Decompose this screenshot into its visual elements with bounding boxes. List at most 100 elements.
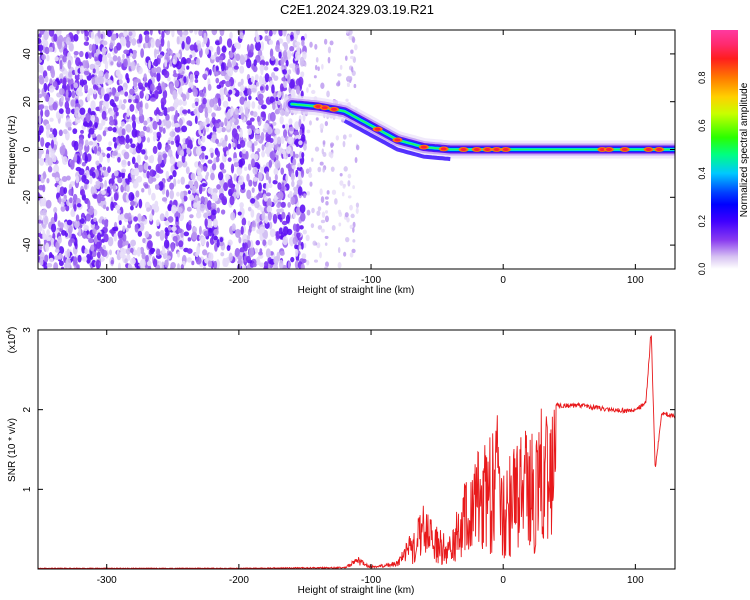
noise-blob bbox=[260, 86, 264, 91]
noise-blob bbox=[298, 245, 302, 250]
noise-blob bbox=[139, 258, 146, 268]
noise-blob bbox=[130, 257, 136, 265]
noise-blob bbox=[265, 84, 269, 91]
noise-blob bbox=[267, 126, 273, 135]
noise-blob bbox=[206, 106, 213, 114]
noise-blob bbox=[95, 180, 101, 186]
noise-blob bbox=[43, 215, 49, 226]
noise-blob bbox=[213, 103, 218, 111]
hot-spot-core bbox=[394, 138, 401, 142]
noise-blob bbox=[53, 144, 58, 151]
noise-blob bbox=[101, 46, 106, 57]
noise-blob bbox=[231, 58, 237, 67]
noise-blob bbox=[221, 139, 227, 148]
noise-blob bbox=[175, 216, 179, 222]
noise-blob bbox=[67, 59, 72, 70]
noise-blob bbox=[290, 172, 295, 182]
noise-blob bbox=[276, 136, 282, 145]
noise-blob bbox=[38, 104, 45, 110]
noise-blob bbox=[84, 183, 88, 190]
sparse-blob bbox=[343, 251, 347, 257]
noise-blob bbox=[92, 194, 98, 199]
sparse-blob bbox=[351, 36, 356, 44]
noise-blob bbox=[93, 89, 97, 95]
noise-blob bbox=[237, 81, 242, 87]
noise-blob bbox=[75, 118, 81, 124]
noise-blob bbox=[202, 249, 208, 256]
noise-blob bbox=[73, 50, 79, 56]
noise-blob bbox=[232, 157, 239, 163]
noise-blob bbox=[277, 191, 284, 200]
noise-blob bbox=[239, 139, 246, 148]
noise-blob bbox=[182, 93, 187, 102]
noise-blob bbox=[127, 160, 131, 167]
noise-blob bbox=[181, 40, 185, 50]
noise-blob bbox=[283, 129, 288, 139]
spectrogram-x-tick-label: -300 bbox=[97, 275, 117, 286]
noise-blob bbox=[45, 199, 52, 209]
noise-blob bbox=[113, 142, 118, 149]
noise-blob bbox=[89, 175, 93, 185]
noise-blob bbox=[147, 187, 152, 196]
noise-blob bbox=[162, 252, 167, 260]
noise-blob bbox=[280, 56, 285, 67]
noise-blob bbox=[247, 128, 252, 135]
noise-blob bbox=[93, 217, 97, 223]
noise-blob bbox=[94, 35, 100, 46]
noise-blob bbox=[237, 211, 242, 216]
spectrogram-x-axis-label: Height of straight line (km) bbox=[298, 285, 415, 296]
noise-blob bbox=[176, 36, 180, 45]
noise-blob bbox=[206, 171, 210, 177]
noise-blob bbox=[249, 117, 255, 122]
sparse-blob bbox=[350, 213, 355, 219]
noise-blob bbox=[68, 229, 72, 239]
noise-blob bbox=[196, 234, 201, 242]
noise-blob bbox=[56, 39, 63, 47]
noise-blob bbox=[101, 219, 106, 225]
noise-blob bbox=[271, 84, 275, 94]
noise-blob bbox=[198, 30, 203, 37]
noise-blob bbox=[91, 171, 96, 179]
noise-blob bbox=[155, 231, 161, 237]
noise-blob bbox=[177, 263, 180, 269]
noise-blob bbox=[44, 109, 50, 118]
noise-blob bbox=[107, 126, 113, 132]
noise-blob bbox=[285, 174, 289, 182]
noise-blob bbox=[264, 149, 269, 154]
noise-blob bbox=[76, 203, 82, 208]
signal-branch bbox=[343, 119, 451, 162]
sparse-blob bbox=[317, 225, 323, 230]
noise-blob bbox=[286, 50, 292, 60]
noise-blob bbox=[144, 82, 148, 88]
noise-blob bbox=[165, 113, 170, 122]
sparse-blob bbox=[319, 188, 323, 196]
noise-blob bbox=[222, 100, 229, 108]
noise-blob bbox=[256, 81, 260, 87]
noise-blob bbox=[54, 248, 60, 253]
noise-blob bbox=[296, 67, 300, 76]
noise-blob bbox=[230, 212, 236, 221]
noise-blob bbox=[259, 64, 265, 72]
noise-blob bbox=[251, 187, 255, 193]
noise-blob bbox=[53, 212, 58, 223]
noise-blob bbox=[63, 187, 68, 194]
noise-blob bbox=[300, 168, 305, 178]
noise-blob bbox=[39, 157, 45, 166]
noise-blob bbox=[135, 144, 142, 154]
noise-blob bbox=[208, 68, 212, 76]
noise-blob bbox=[239, 32, 244, 40]
snr-y-tick-label: 3 bbox=[22, 327, 33, 333]
snr-multiplier: (x104) bbox=[6, 327, 18, 354]
noise-blob bbox=[167, 40, 171, 50]
noise-blob bbox=[84, 30, 89, 37]
noise-blob bbox=[207, 260, 213, 268]
noise-blob bbox=[258, 192, 263, 198]
noise-blob bbox=[252, 166, 258, 175]
noise-blob bbox=[213, 260, 218, 269]
noise-blob bbox=[221, 79, 226, 85]
snr-x-tick-label: -300 bbox=[97, 575, 117, 586]
noise-blob bbox=[53, 164, 60, 174]
noise-blob bbox=[146, 137, 151, 143]
noise-blob bbox=[296, 179, 303, 186]
noise-blob bbox=[87, 133, 91, 139]
